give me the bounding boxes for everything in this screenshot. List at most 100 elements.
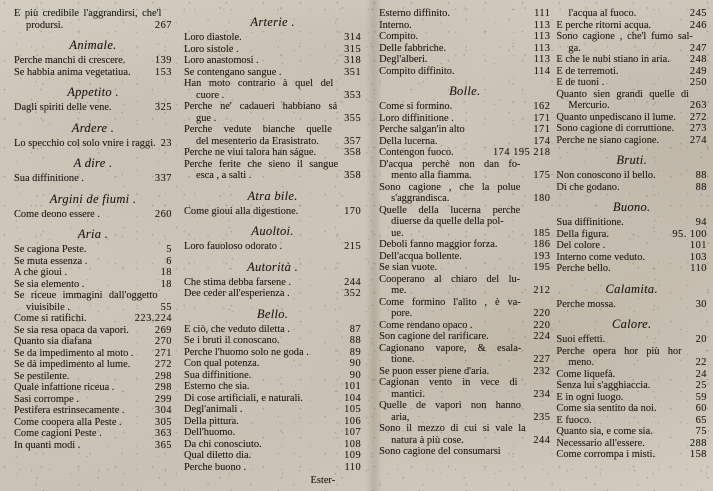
index-entry-page-number: 193 xyxy=(533,250,551,262)
index-entry-page-number: 89 xyxy=(349,346,362,358)
index-entry: Quanto unpediscano il lume. 272 xyxy=(556,112,707,124)
index-entry-page-number: 244 xyxy=(344,276,362,288)
index-entry-text: diuerse da quelle della pol- xyxy=(391,216,504,227)
index-entry: Come formino l'alito , è va- xyxy=(379,297,550,309)
index-entry-page-number: 272 xyxy=(154,359,172,370)
index-entry-text: In quanti modi . xyxy=(14,439,81,451)
index-entry-text: Perche ne viui talora han ságue. xyxy=(184,147,317,158)
index-entry: Perche manchi di crescere. 139 xyxy=(14,55,172,67)
index-entry: Degl'animali . 105 xyxy=(184,404,361,416)
index-entry: Sua diffinitione. 90 xyxy=(184,370,361,382)
index-entry-page-number: 358 xyxy=(344,170,362,181)
index-entry: In quanti modi . 365 xyxy=(14,440,172,452)
index-entry-text: viuisibile . xyxy=(26,301,70,313)
index-entry-text: Cagionano vapore, & esala- xyxy=(379,342,522,354)
index-entry-text: Pestifera estrinsecamente . xyxy=(14,405,125,416)
index-entry: Come liquefà. 24 xyxy=(556,369,707,381)
index-entry-page-number: 153 xyxy=(154,66,172,78)
index-entry-text: Suoi effetti. xyxy=(556,334,606,345)
index-entry: Esterno diffinito. 111 xyxy=(379,8,550,20)
index-entry-text: Della figura. xyxy=(556,228,609,240)
index-entry-page-number: 25 xyxy=(695,380,707,391)
index-entry-page-number: 358 xyxy=(344,147,362,158)
index-entry: Loro fauoloso odorato . 215 xyxy=(184,241,361,253)
index-entry-text: Se sian vuote. xyxy=(379,262,438,273)
index-entry-text: E fuoco. xyxy=(556,414,592,426)
section-heading: Arterie . xyxy=(250,15,295,29)
index-entry-page-number: 30 xyxy=(695,298,707,310)
index-entry-page-number: 94 xyxy=(695,217,707,228)
index-entry: Dee ceder all'esperienza . 352 xyxy=(184,288,361,300)
index-entry-text: ga. xyxy=(568,42,581,54)
index-entry-page-number: 305 xyxy=(154,416,172,428)
index-entry-text: Come deono essere . xyxy=(14,208,100,220)
index-entry: Se contengano sangue . 351 xyxy=(184,67,361,79)
index-entry-text: Perche manchi di crescere. xyxy=(14,55,126,66)
index-entry-text: tione. xyxy=(391,354,415,365)
index-entry-page-number: 101 xyxy=(344,381,362,392)
index-entry: D'acqua perchè non dan fo- xyxy=(379,159,550,171)
index-entry-page-number: 105 xyxy=(344,404,362,415)
index-entry-page-number: 139 xyxy=(154,55,172,66)
index-entry: E ciò, che veduto diletta . 87 xyxy=(184,324,361,336)
index-entry: Non conoscono il bello. 88 xyxy=(556,170,707,182)
index-entry-text: E de tuoni . xyxy=(556,77,605,88)
index-entry-text: A che gioui . xyxy=(14,267,68,278)
index-entry: Loro anastomosi . 318 xyxy=(184,55,361,67)
index-entry-text: Se i bruti il conoscano. xyxy=(184,335,280,346)
index-entry-text: Se sia resa opaca da vapori. xyxy=(14,324,129,336)
index-entry: Necessario all'essere. 288 xyxy=(556,438,707,450)
index-entry-continuation: pore. 220 xyxy=(379,308,550,320)
index-entry-page-number: 298 xyxy=(154,382,172,393)
index-entry: Come corrompa i misti. 158 xyxy=(556,449,707,461)
index-entry-page-number: 95. 100 xyxy=(672,228,707,240)
index-entry: Perche opera hor più hor xyxy=(556,346,707,358)
index-entry-page-number: 288 xyxy=(689,437,707,449)
index-entry-text: Dell'acqua bollente. xyxy=(379,250,462,262)
index-entry-text: Se habbia anima vegetatiua. xyxy=(14,66,131,78)
index-entry-page-number: 88 xyxy=(695,170,707,181)
index-entry-page-number: 270 xyxy=(154,336,172,347)
index-entry-text: Perche ne' cadaueri habbiano sá xyxy=(184,101,338,112)
index-entry: A che gioui . 18 xyxy=(14,267,172,279)
index-entry: Se i bruti il conoscano. 88 xyxy=(184,335,361,347)
index-entry-text: mantici. xyxy=(391,388,425,400)
index-entry-page-number: 337 xyxy=(154,173,172,184)
index-entry-text: E perche ritorni acqua. xyxy=(556,19,652,31)
index-entry: Sono cagione , che'l fumo sal- xyxy=(556,31,707,43)
index-entry-page-number: 109 xyxy=(344,450,362,461)
index-entry: Dell'acqua bollente. 193 xyxy=(379,251,550,263)
index-entry-page-number: 90 xyxy=(349,369,362,381)
index-entry-page-number: 5 xyxy=(166,244,172,255)
index-entry-page-number: 113 xyxy=(533,19,551,31)
index-entry-page-number: 65 xyxy=(695,414,707,426)
index-entry-page-number: 247 xyxy=(689,42,707,54)
section-heading: Calamita. xyxy=(605,281,658,296)
index-entry: Quanto sia, e come sia. 75 xyxy=(556,426,707,438)
index-entry-text: Della pittura. xyxy=(184,415,239,427)
index-entry-text: Se sia elemento . xyxy=(14,278,85,290)
index-entry-text: Interno come veduto. xyxy=(556,251,645,263)
index-entry-text: Cooperano al chiaro del lu- xyxy=(379,273,521,285)
index-entry: Perche vedute bianche quelle xyxy=(184,124,361,136)
index-entry: E più credibile l'aggrandirsi, che'l xyxy=(14,8,172,20)
index-entry-page-number: 170 xyxy=(344,205,362,217)
index-entry-page-number: 23 xyxy=(160,137,172,149)
index-entry: Sono cagione di corruttione. 273 xyxy=(556,123,707,135)
index-entry-page-number: 90 xyxy=(349,358,362,369)
index-entry: Se riceue immagini dall'oggetto xyxy=(14,290,172,302)
index-entry: Pestifera estrinsecamente . 304 xyxy=(14,405,172,417)
index-entry-text: Se contengano sangue . xyxy=(184,66,282,78)
index-entry-text: Compito. xyxy=(379,31,419,42)
index-entry-continuation: aria, 235 xyxy=(379,412,550,424)
index-entry-text: Perche bello. xyxy=(556,263,611,274)
index-entry-text: Perche mossa. xyxy=(556,298,616,310)
index-entry-page-number: 267 xyxy=(154,19,172,31)
index-entry: Sasi corrompe . 299 xyxy=(14,394,172,406)
index-entry: Come rendano opaco . 220 xyxy=(379,320,550,332)
index-entry-page-number: 263 xyxy=(689,100,707,111)
index-entry-page-number: 235 xyxy=(533,411,551,423)
index-entry: E fuoco. 65 xyxy=(556,415,707,427)
index-entry-page-number: 351 xyxy=(344,66,362,78)
